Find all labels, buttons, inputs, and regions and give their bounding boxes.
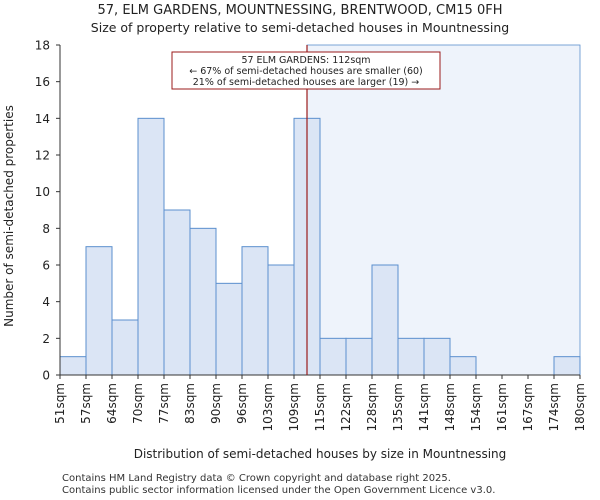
- bar-122sqm: [345, 337, 373, 376]
- bar-141sqm: [423, 337, 451, 376]
- bar-115sqm: [319, 337, 347, 376]
- y-tick-label: 16: [35, 75, 50, 89]
- y-tick-label: 18: [35, 39, 50, 53]
- y-tick-label: 4: [42, 295, 50, 309]
- bar-103sqm: [267, 264, 295, 376]
- footer-copyright: Contains HM Land Registry data © Crown c…: [62, 473, 451, 484]
- x-tick-label: 77sqm: [157, 383, 171, 424]
- x-tick-label: 122sqm: [339, 383, 353, 431]
- annotation-smaller: ← 67% of semi-detached houses are smalle…: [189, 66, 423, 77]
- chart-title-address: 57, ELM GARDENS, MOUNTNESSING, BRENTWOOD…: [97, 3, 503, 18]
- bar-135sqm: [397, 337, 425, 376]
- x-tick-label: 64sqm: [105, 383, 119, 424]
- x-tick-label: 174sqm: [547, 383, 561, 431]
- y-axis-label: Number of semi-detached properties: [2, 105, 16, 327]
- x-tick-label: 90sqm: [209, 383, 223, 424]
- x-tick-label: 128sqm: [365, 383, 379, 431]
- larger-region-highlight: [306, 44, 581, 376]
- x-tick-label: 167sqm: [521, 383, 535, 431]
- bar-90sqm: [215, 282, 243, 376]
- annotation-larger: 21% of semi-detached houses are larger (…: [193, 77, 420, 88]
- annotation-box: [171, 51, 441, 90]
- x-axis-label: Distribution of semi-detached houses by …: [134, 447, 507, 461]
- x-tick-label: 51sqm: [53, 383, 67, 424]
- bar-51sqm: [59, 356, 87, 376]
- bar-57sqm: [85, 246, 113, 376]
- x-tick-label: 57sqm: [79, 383, 93, 424]
- y-tick-label: 0: [42, 369, 50, 383]
- x-tick-label: 180sqm: [573, 383, 587, 431]
- x-tick-label: 70sqm: [131, 383, 145, 424]
- x-tick-label: 141sqm: [417, 383, 431, 431]
- footer-licence: Contains public sector information licen…: [62, 485, 496, 496]
- bar-174sqm: [553, 356, 581, 376]
- y-tick-label: 2: [42, 332, 50, 346]
- bar-128sqm: [371, 264, 399, 376]
- y-tick-label: 6: [42, 259, 50, 273]
- y-tick-label: 10: [35, 185, 50, 199]
- bar-70sqm: [137, 117, 165, 376]
- bar-96sqm: [241, 246, 269, 376]
- bar-148sqm: [449, 356, 477, 376]
- x-tick-label: 135sqm: [391, 383, 405, 431]
- bar-64sqm: [111, 319, 139, 376]
- x-tick-label: 161sqm: [495, 383, 509, 431]
- x-tick-label: 148sqm: [443, 383, 457, 431]
- x-tick-label: 109sqm: [287, 383, 301, 431]
- bar-83sqm: [189, 227, 217, 376]
- annotation-title: 57 ELM GARDENS: 112sqm: [241, 55, 370, 66]
- x-tick-label: 154sqm: [469, 383, 483, 431]
- x-tick-label: 83sqm: [183, 383, 197, 424]
- x-tick-label: 115sqm: [313, 383, 327, 431]
- chart-subtitle: Size of property relative to semi-detach…: [90, 20, 510, 35]
- x-tick-label: 96sqm: [235, 383, 249, 424]
- x-tick-label: 103sqm: [261, 383, 275, 431]
- y-tick-label: 14: [35, 112, 50, 126]
- y-tick-label: 8: [42, 222, 50, 236]
- y-tick-label: 12: [35, 149, 50, 163]
- bar-77sqm: [163, 209, 191, 376]
